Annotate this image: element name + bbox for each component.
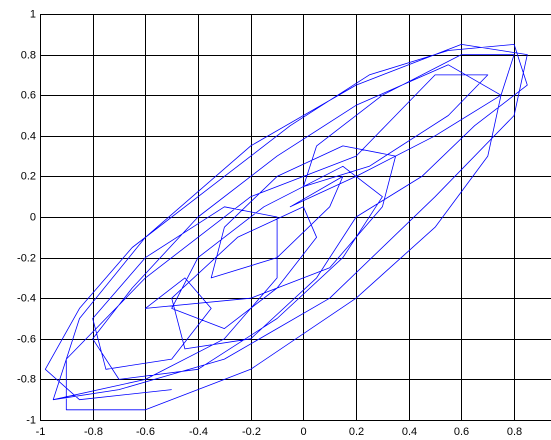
x-tick-label: -1 — [36, 426, 46, 438]
y-tick-label: 0.8 — [21, 49, 36, 61]
x-tick-label: 0.6 — [454, 426, 469, 438]
x-tick-label: -0.8 — [84, 426, 103, 438]
y-tick-label: -0.4 — [17, 292, 36, 304]
y-tick-label: 0.6 — [21, 89, 36, 101]
y-tick-label: 0 — [30, 211, 36, 223]
x-tick-label: -0.6 — [136, 426, 155, 438]
x-tick-label: 0.8 — [507, 426, 522, 438]
x-tick-label: 0.2 — [349, 426, 364, 438]
y-tick-label: 0.2 — [21, 170, 36, 182]
y-tick-label: -0.6 — [17, 333, 36, 345]
series-line — [44, 44, 528, 411]
x-tick-label: 0.4 — [402, 426, 417, 438]
y-tick-label: 1 — [30, 8, 36, 20]
y-tick-label: -0.2 — [17, 252, 36, 264]
x-tick-label: -0.2 — [242, 426, 261, 438]
y-tick-label: -0.8 — [17, 373, 36, 385]
y-tick-label: 0.4 — [21, 130, 36, 142]
x-tick-label: 0 — [300, 426, 306, 438]
y-tick-label: -1 — [26, 414, 36, 426]
x-tick-label: -0.4 — [189, 426, 208, 438]
